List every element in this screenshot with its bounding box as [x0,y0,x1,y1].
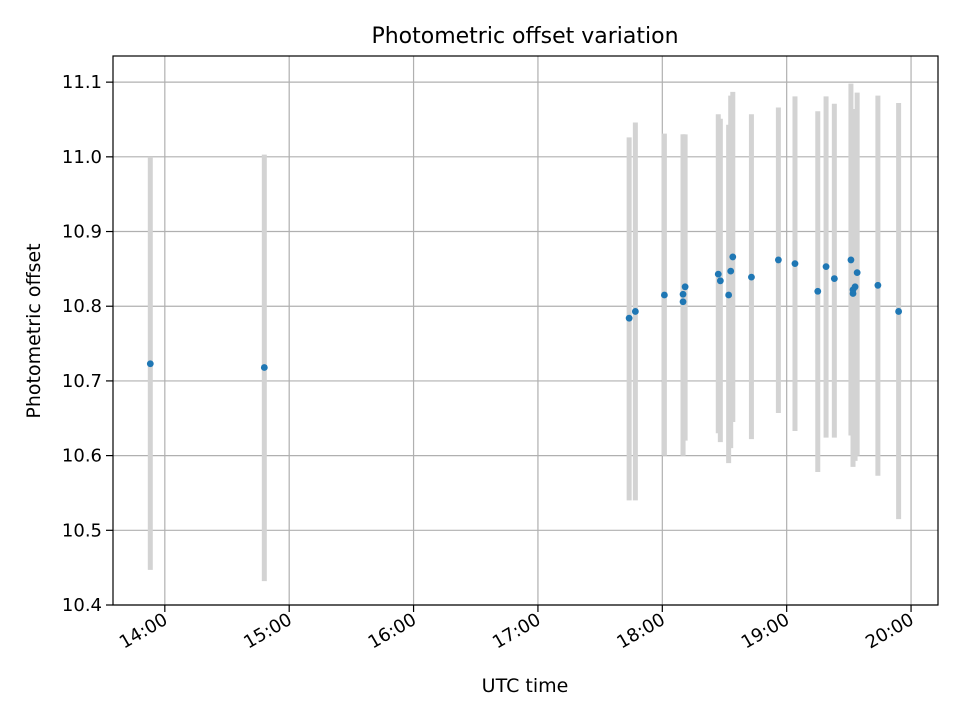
data-point [679,290,687,298]
data-points [146,253,903,371]
data-point [774,256,782,264]
y-tick-label: 10.9 [62,222,102,243]
data-point [895,308,903,315]
plot-frame [112,55,939,606]
y-tick-label: 10.5 [62,520,102,541]
data-point [714,270,722,278]
y-tick-label: 10.7 [62,371,102,392]
data-point [727,267,735,275]
data-point [791,260,799,268]
data-point [851,283,859,291]
data-point [853,269,861,277]
data-point [814,287,822,295]
data-point [716,277,724,285]
data-point [681,283,689,291]
data-point [849,290,857,297]
chart-title: Photometric offset variation [371,24,678,49]
y-tick-label: 10.4 [62,595,102,616]
data-point [625,314,633,322]
data-point [660,291,668,299]
x-axis-label: UTC time [482,675,569,697]
y-axis-label: Photometric offset [23,243,45,418]
y-tick-label: 11.1 [62,72,102,93]
data-point [874,281,882,289]
data-point [847,256,855,264]
data-point [260,364,268,371]
data-point [748,273,755,281]
data-point [679,298,687,306]
y-tick-label: 11.0 [62,147,102,168]
data-point [146,360,154,368]
data-point [729,253,737,261]
y-tick-label: 10.6 [62,446,102,467]
data-point [830,275,838,282]
data-point [822,263,830,271]
data-point [725,291,733,299]
data-point [631,308,639,315]
y-tick-label: 10.8 [62,296,102,317]
